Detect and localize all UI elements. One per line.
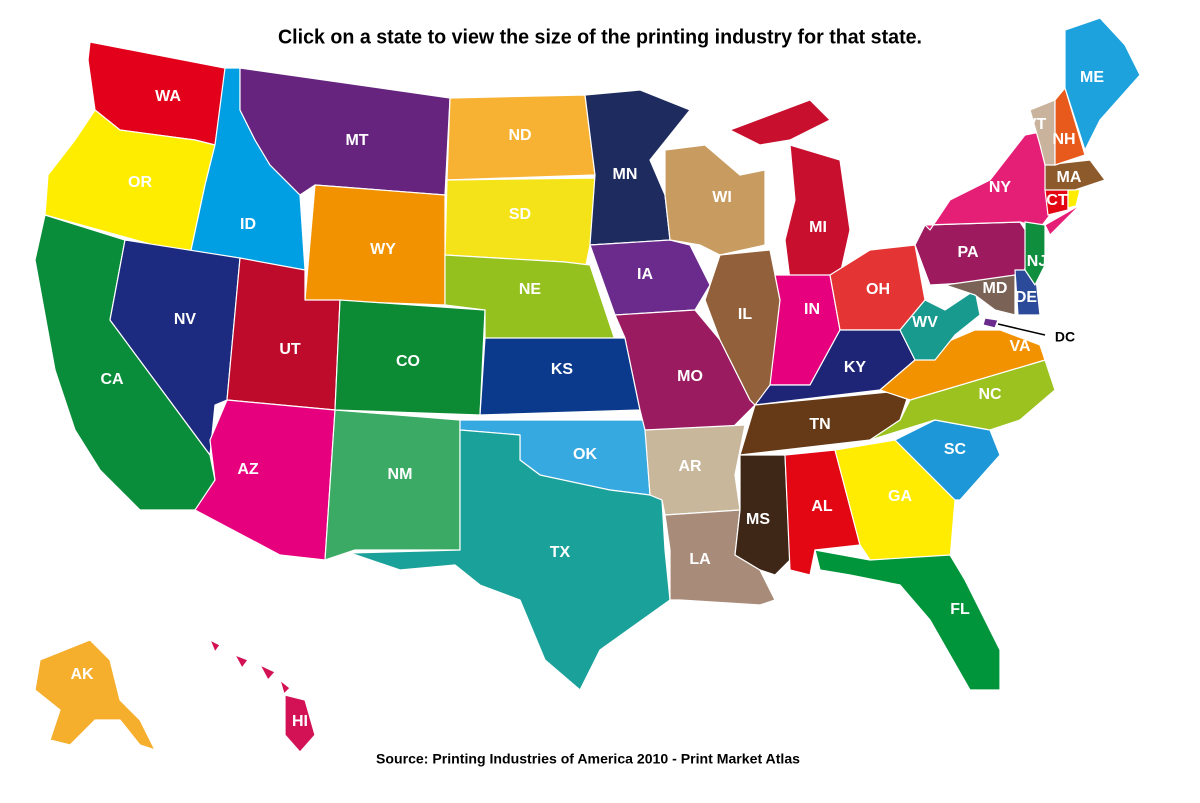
state[interactable]: WI — [664, 144, 766, 256]
state-shape[interactable] — [899, 289, 981, 361]
state[interactable]: AZ — [194, 399, 336, 561]
state-shape[interactable] — [664, 144, 766, 256]
source-note: Source: Printing Industries of America 2… — [376, 751, 800, 767]
state-shape[interactable] — [869, 359, 1056, 441]
state[interactable]: KS — [479, 337, 641, 416]
state-shape[interactable] — [234, 654, 249, 669]
state[interactable]: NM — [324, 409, 461, 561]
state-shape[interactable] — [1044, 159, 1106, 191]
state-shape[interactable] — [446, 94, 596, 181]
state-shape[interactable] — [194, 399, 336, 561]
state[interactable]: CO — [334, 299, 486, 416]
state-shape[interactable] — [814, 549, 1001, 691]
state[interactable]: ND — [446, 94, 596, 181]
state-shape[interactable] — [729, 99, 831, 146]
state-shape[interactable] — [924, 129, 1056, 231]
state[interactable] — [1067, 187, 1081, 209]
state[interactable]: CT — [1044, 187, 1069, 216]
state-shape[interactable] — [324, 409, 461, 561]
state-shape[interactable] — [279, 679, 291, 695]
state-shape[interactable] — [1029, 99, 1056, 166]
state-shape[interactable] — [284, 694, 316, 753]
state-shape[interactable] — [1044, 187, 1069, 216]
state[interactable]: MI — [729, 99, 851, 281]
state-shape[interactable] — [349, 429, 671, 691]
state-shape[interactable] — [259, 664, 276, 681]
map-title: Click on a state to view the size of the… — [278, 26, 922, 48]
state-shape[interactable] — [784, 144, 851, 281]
state-shape[interactable] — [1067, 187, 1081, 209]
state-shape[interactable] — [1044, 204, 1081, 236]
state-shape[interactable] — [944, 274, 1016, 316]
state[interactable]: AK — [34, 639, 156, 751]
state-shape[interactable] — [1024, 221, 1046, 286]
state-shape[interactable] — [209, 639, 221, 653]
state-shape[interactable] — [334, 299, 486, 416]
state-shape[interactable] — [479, 337, 641, 416]
state-shape[interactable] — [589, 239, 711, 316]
state[interactable]: MS — [734, 454, 791, 576]
state-shape[interactable] — [734, 454, 791, 576]
state[interactable]: NJ — [1024, 221, 1047, 286]
leader-line — [997, 323, 1046, 336]
state-shape[interactable] — [1054, 87, 1086, 166]
state-shape[interactable] — [34, 639, 156, 751]
state[interactable]: WY — [304, 184, 446, 306]
state[interactable]: IA — [589, 239, 711, 316]
state-shape[interactable] — [1064, 17, 1141, 151]
state-label: DC — [1055, 329, 1075, 345]
state-shape[interactable] — [982, 317, 999, 329]
state-shape[interactable] — [304, 184, 446, 306]
state[interactable]: FL — [814, 549, 1001, 691]
state[interactable]: HI — [209, 639, 316, 753]
